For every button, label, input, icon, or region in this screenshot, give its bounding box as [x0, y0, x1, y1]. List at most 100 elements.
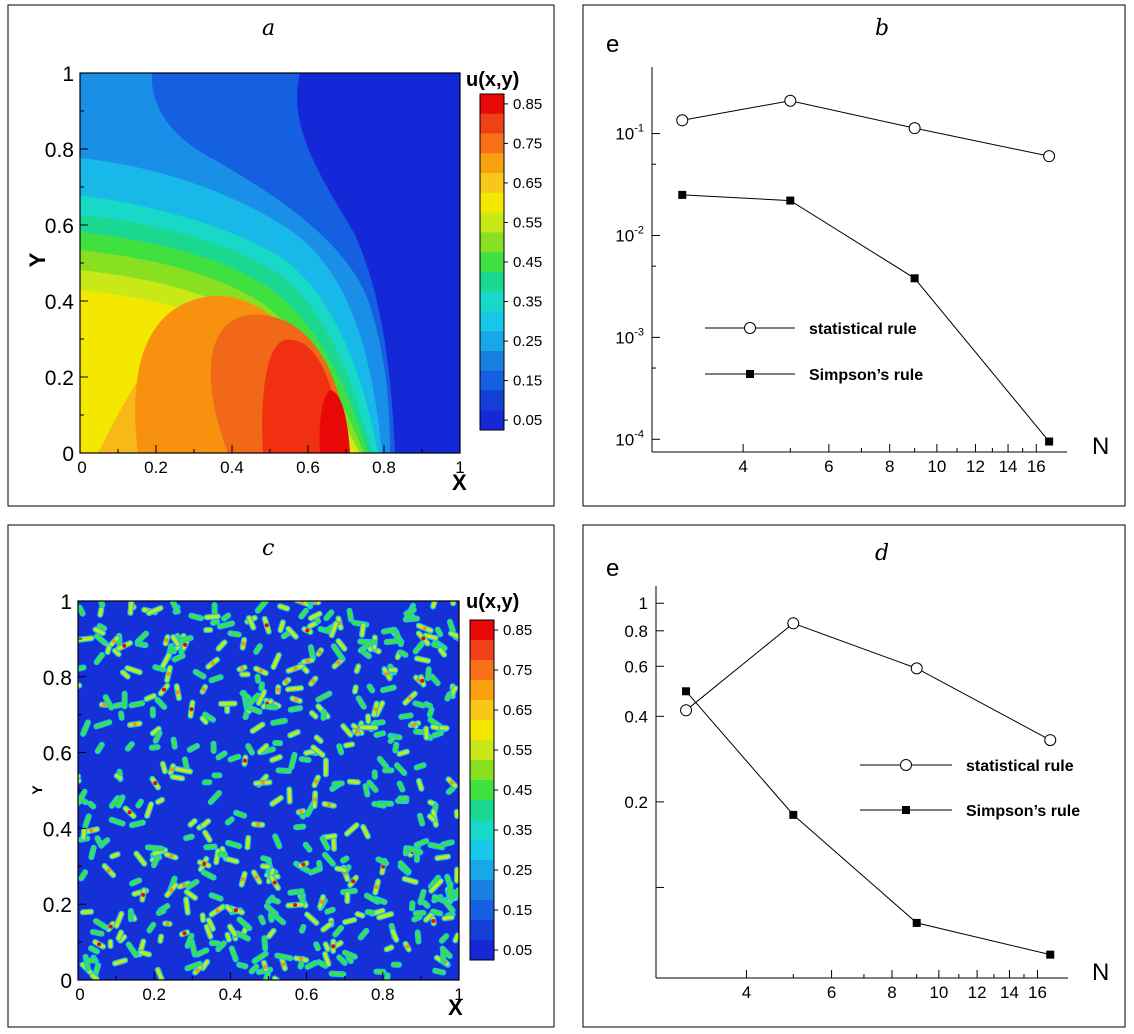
- y-tick-label: 0.2: [45, 367, 74, 390]
- noise-blob-peak: [241, 877, 246, 882]
- noise-blob-mid: [431, 909, 442, 916]
- noise-blob-peak: [351, 879, 356, 884]
- noise-blob-mid: [186, 880, 199, 889]
- panel-d-title: d: [875, 541, 889, 566]
- noise-blob-mid: [438, 648, 446, 657]
- noise-blob-mid: [286, 627, 298, 639]
- colorbar-segment: [480, 350, 504, 372]
- colorbar-segment: [470, 660, 494, 681]
- noise-blob-peak: [331, 944, 336, 949]
- noise-blob-mid: [113, 702, 124, 708]
- y-tick-label: 0: [62, 443, 74, 466]
- panel-a-contour: [80, 73, 460, 453]
- noise-blob-mid: [267, 928, 276, 939]
- noise-blob-peak: [301, 862, 306, 867]
- noise-blob-peak: [299, 957, 304, 962]
- noise-blob-mid: [200, 913, 205, 922]
- x-tick-label: 14: [1000, 983, 1019, 1002]
- noise-blob-peak: [195, 968, 200, 973]
- x-tick-label: 4: [738, 457, 747, 476]
- noise-blob-mid: [130, 820, 145, 827]
- noise-blob-mid: [85, 958, 97, 963]
- noise-blob-mid: [435, 627, 443, 637]
- noise-blob-mid: [270, 755, 282, 762]
- noise-blob-mid: [157, 909, 166, 915]
- y-tick-label: 0.4: [624, 707, 648, 726]
- data-point-circle: [908, 122, 921, 135]
- noise-blob-mid: [303, 842, 312, 852]
- noise-blob-mid: [184, 834, 194, 840]
- noise-blob-mid: [95, 634, 107, 646]
- panel-a-axes: 0 0.2 0.4 0.6 0.8 1 0 0.2 0.4 0.6 0.8 1: [45, 63, 465, 477]
- data-point-square: [910, 274, 919, 283]
- noise-blob-mid: [81, 720, 90, 736]
- y-tick-label: 0.4: [43, 818, 73, 841]
- noise-blob-mid: [265, 904, 278, 916]
- noise-blob-mid: [442, 915, 454, 921]
- noise-blob-mid: [200, 960, 210, 970]
- panel-a-xlabel: X: [452, 470, 467, 495]
- noise-blob-peak: [317, 650, 322, 655]
- data-point-circle: [676, 114, 689, 127]
- noise-blob-mid: [185, 962, 202, 971]
- noise-blob-mid: [343, 950, 357, 959]
- noise-blob-mid: [418, 813, 424, 826]
- noise-blob-mid: [300, 925, 306, 933]
- noise-blob-mid: [222, 613, 230, 621]
- noise-blob-peak: [122, 643, 127, 648]
- noise-blob-mid: [323, 942, 330, 951]
- noise-blob-mid: [93, 627, 105, 635]
- noise-blob-mid: [299, 757, 311, 762]
- noise-blob-mid: [156, 798, 164, 804]
- x-tick-label: 1: [454, 985, 463, 1004]
- noise-blob-mid: [413, 701, 425, 708]
- data-point-circle: [1043, 150, 1056, 163]
- noise-blob-mid: [294, 824, 306, 829]
- colorbar-label: 0.65: [503, 702, 532, 719]
- noise-blob-peak: [284, 679, 289, 684]
- noise-blob-peak: [256, 822, 261, 827]
- noise-blob-mid: [254, 644, 262, 654]
- noise-blob-mid: [448, 620, 455, 633]
- noise-blob-peak: [314, 779, 319, 784]
- panel-d-xlabel: N: [1092, 959, 1109, 986]
- colorbar-label: 0.75: [503, 662, 532, 679]
- noise-blob-mid: [201, 870, 216, 880]
- noise-blob-mid: [225, 905, 233, 913]
- noise-blob-mid: [250, 722, 265, 733]
- noise-blob-mid: [289, 753, 297, 769]
- colorbar-label: 0.85: [513, 96, 542, 113]
- noise-blob-mid: [329, 621, 338, 637]
- noise-blob-mid: [418, 889, 426, 905]
- x-tick-label: 0.2: [142, 985, 166, 1004]
- noise-blob-peak: [169, 888, 174, 893]
- noise-blob-mid: [209, 893, 223, 901]
- noise-blob-mid: [393, 742, 399, 753]
- noise-blob-mid: [188, 819, 197, 827]
- noise-blob-peak: [102, 702, 107, 707]
- noise-blob-outer: [78, 773, 82, 780]
- noise-blob-mid: [309, 645, 315, 660]
- y-tick-label: 0.8: [43, 667, 72, 690]
- x-tick-label: 12: [968, 983, 987, 1002]
- noise-blob-mid: [226, 857, 239, 864]
- noise-blob-mid: [161, 762, 167, 774]
- noise-blob-mid: [445, 692, 452, 701]
- colorbar-segment: [470, 720, 494, 741]
- noise-blob-peak: [201, 687, 206, 692]
- noise-blob-peak: [127, 810, 132, 815]
- data-point-square: [678, 190, 687, 199]
- noise-blob-peak: [405, 944, 410, 949]
- panel-b-frame: [582, 4, 1126, 507]
- colorbar-segment: [480, 390, 504, 411]
- colorbar-label: 0.15: [503, 902, 532, 919]
- noise-blob-mid: [207, 918, 215, 931]
- noise-blob-peak: [202, 861, 207, 866]
- noise-blob-mid: [144, 694, 156, 701]
- colorbar-segment: [480, 133, 504, 154]
- noise-blob-peak: [97, 942, 102, 947]
- x-tick-label: 1: [455, 458, 464, 477]
- noise-blob-mid: [89, 946, 99, 954]
- noise-blob-peak: [336, 660, 341, 665]
- colorbar-segment: [480, 252, 504, 273]
